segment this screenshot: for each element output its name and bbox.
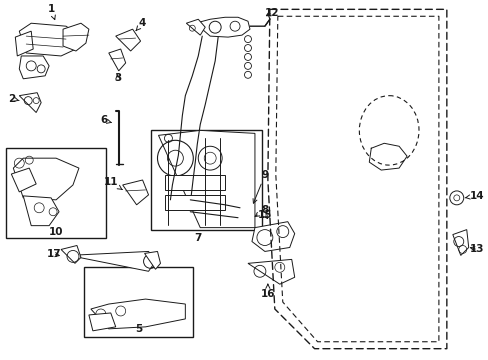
- Polygon shape: [186, 19, 205, 35]
- Text: 5: 5: [135, 324, 142, 334]
- Polygon shape: [23, 196, 59, 226]
- Text: 12: 12: [264, 8, 279, 18]
- Text: 14: 14: [464, 191, 483, 201]
- Polygon shape: [108, 49, 125, 71]
- Polygon shape: [19, 56, 49, 79]
- Polygon shape: [165, 195, 224, 210]
- Polygon shape: [116, 29, 141, 51]
- Bar: [150, 130, 262, 230]
- Polygon shape: [247, 260, 294, 284]
- Text: 13: 13: [468, 244, 483, 255]
- Text: 3: 3: [114, 73, 121, 83]
- Polygon shape: [19, 93, 41, 113]
- Polygon shape: [11, 168, 36, 192]
- Polygon shape: [238, 204, 251, 212]
- Polygon shape: [69, 251, 155, 271]
- Polygon shape: [89, 313, 116, 331]
- Polygon shape: [61, 246, 81, 264]
- Polygon shape: [13, 158, 79, 200]
- Text: 4: 4: [136, 18, 146, 31]
- Text: 8: 8: [255, 205, 268, 216]
- Text: 7: 7: [194, 233, 202, 243]
- Text: 2: 2: [8, 94, 19, 104]
- Text: 15: 15: [257, 210, 272, 220]
- Bar: [84, 267, 193, 337]
- Polygon shape: [236, 215, 249, 223]
- Text: 6: 6: [100, 116, 111, 126]
- Polygon shape: [122, 180, 148, 205]
- Text: 11: 11: [103, 177, 122, 189]
- Polygon shape: [165, 175, 224, 190]
- Polygon shape: [251, 222, 294, 251]
- Text: 9: 9: [252, 170, 268, 203]
- Text: 16: 16: [260, 284, 275, 299]
- Polygon shape: [452, 230, 468, 255]
- Polygon shape: [19, 23, 81, 56]
- Polygon shape: [91, 299, 185, 329]
- Polygon shape: [144, 251, 160, 269]
- Polygon shape: [63, 23, 89, 51]
- Polygon shape: [15, 31, 33, 56]
- Polygon shape: [158, 130, 254, 228]
- Text: 17: 17: [47, 249, 61, 260]
- Text: 10: 10: [49, 226, 63, 237]
- Text: 1: 1: [47, 4, 55, 19]
- Polygon shape: [195, 17, 249, 37]
- Bar: [6, 148, 105, 238]
